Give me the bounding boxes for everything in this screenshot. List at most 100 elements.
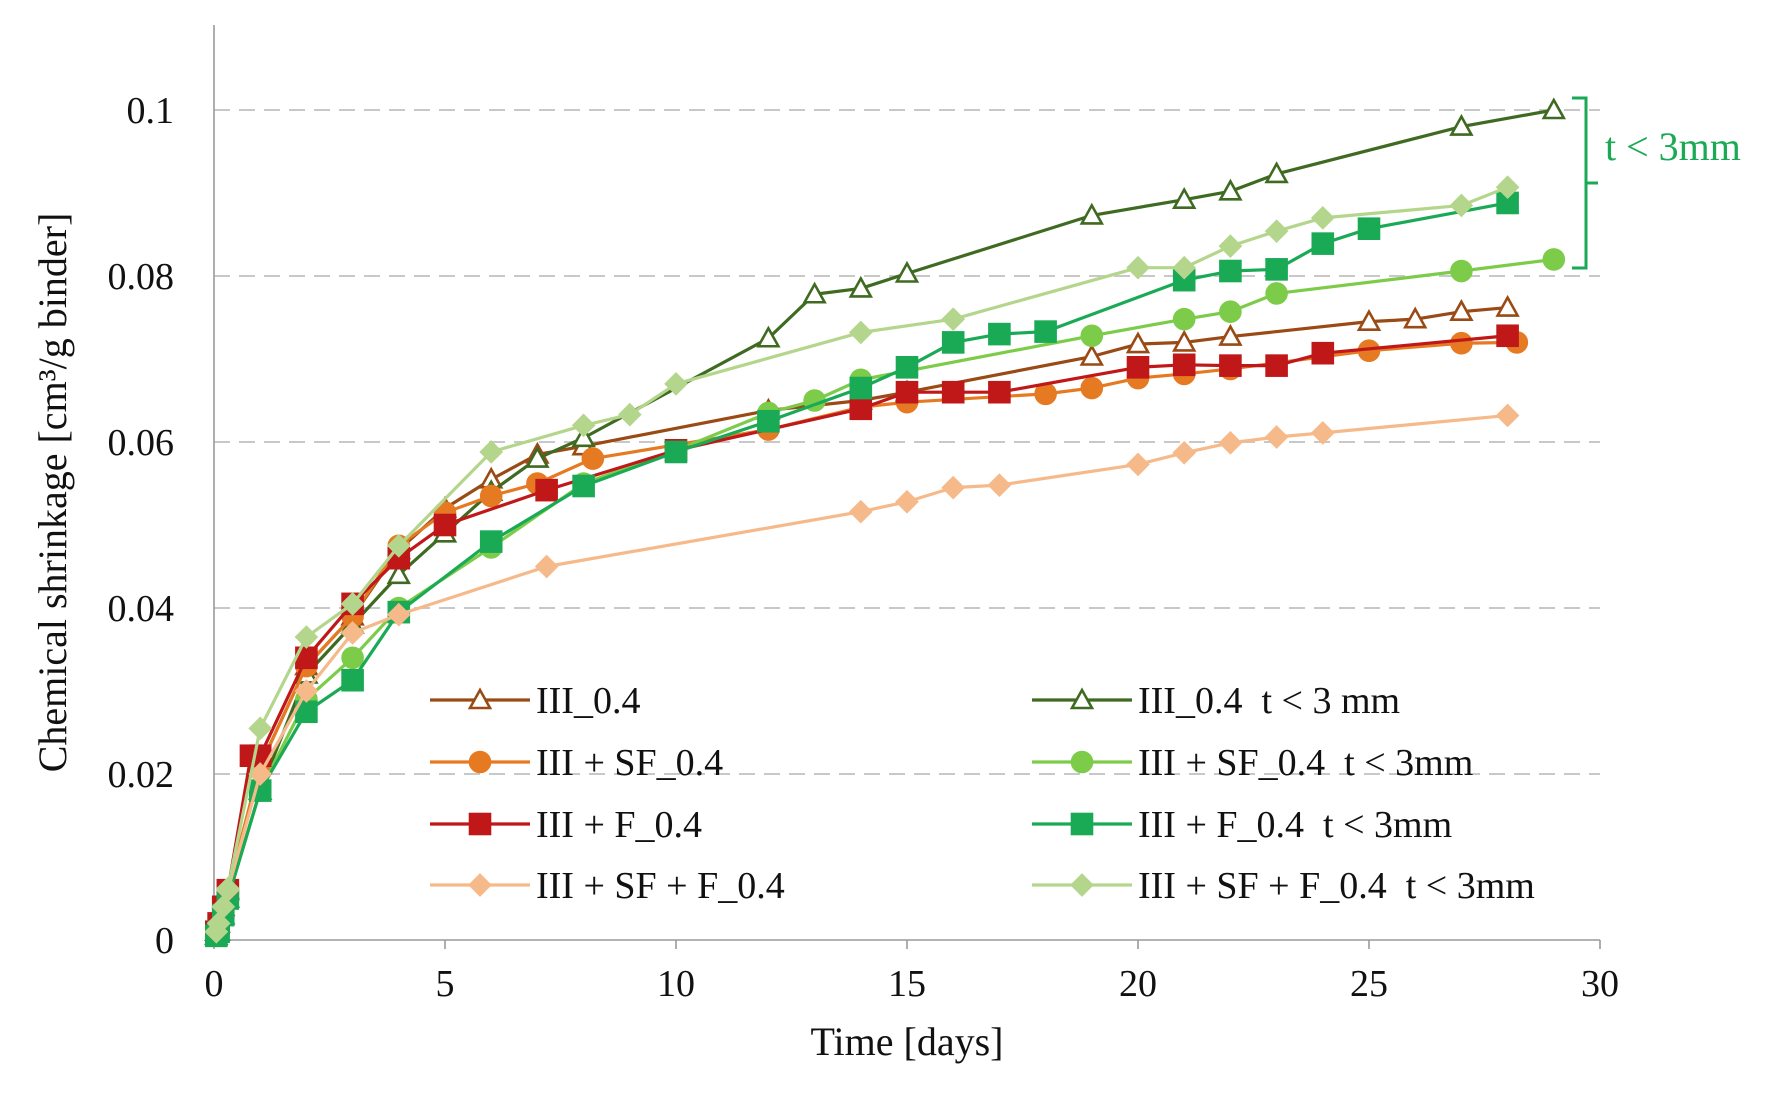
legend-label: III_0.4 t < 3 mm xyxy=(1138,680,1400,722)
data-point xyxy=(987,473,1012,497)
series-8 xyxy=(204,175,1520,944)
data-point xyxy=(211,894,236,919)
data-point xyxy=(341,646,364,670)
data-point xyxy=(340,621,365,645)
x-tick-label: 20 xyxy=(1119,963,1157,1005)
data-point xyxy=(1218,323,1243,346)
data-point xyxy=(1449,193,1474,218)
legend-marker xyxy=(1070,750,1094,774)
y-tick-label: 0.02 xyxy=(108,754,175,796)
data-point xyxy=(433,513,457,537)
data-point xyxy=(1125,331,1151,354)
y-axis-label: Chemical shrinkage [cm³/g binder] xyxy=(30,213,75,773)
legend-label: III + SF_0.4 xyxy=(536,742,723,784)
data-point xyxy=(1449,113,1474,136)
data-point xyxy=(1311,232,1335,255)
data-point xyxy=(535,478,558,502)
data-point xyxy=(895,380,919,404)
legend-label: III + SF_0.4 t < 3mm xyxy=(1138,742,1473,784)
x-tick-label: 15 xyxy=(888,963,926,1005)
legend-marker xyxy=(1070,873,1094,897)
data-point xyxy=(757,409,780,433)
data-point xyxy=(1079,202,1105,225)
data-point xyxy=(941,307,966,331)
data-point xyxy=(294,625,319,649)
data-point xyxy=(988,380,1011,404)
data-point xyxy=(849,397,873,421)
data-point xyxy=(1450,259,1473,283)
data-point xyxy=(1450,331,1473,355)
data-point xyxy=(1219,300,1242,323)
data-point xyxy=(1311,341,1335,365)
legend-label: III + F_0.4 xyxy=(536,804,702,846)
data-point xyxy=(1172,353,1196,377)
legend-label: III + SF + F_0.4 t < 3mm xyxy=(1138,865,1535,907)
data-point xyxy=(340,592,365,616)
data-point xyxy=(1265,258,1288,281)
data-point xyxy=(1172,307,1196,331)
series-lines xyxy=(204,97,1567,948)
data-point xyxy=(664,440,688,464)
data-point xyxy=(479,484,503,508)
legend-item: III_0.4 xyxy=(430,680,640,722)
legend-marker xyxy=(468,750,492,774)
x-tick-label: 25 xyxy=(1350,963,1388,1005)
data-point xyxy=(1264,161,1289,184)
y-tick-label: 0 xyxy=(155,920,174,962)
data-point xyxy=(1542,248,1566,271)
gridlines xyxy=(214,109,1600,775)
y-tick-label: 0.08 xyxy=(108,256,175,298)
data-point xyxy=(1357,217,1381,240)
data-point xyxy=(894,260,920,283)
data-point xyxy=(1172,440,1197,465)
data-point xyxy=(386,562,412,585)
data-point xyxy=(534,554,559,579)
data-point xyxy=(895,355,919,379)
legend-item: III + SF + F_0.4 xyxy=(430,865,785,907)
axes xyxy=(213,25,1600,941)
data-point xyxy=(1080,324,1104,348)
legend-item: III + SF_0.4 xyxy=(430,742,723,784)
data-point xyxy=(479,440,504,464)
legend-item: III + SF_0.4 t < 3mm xyxy=(1032,742,1473,784)
data-point xyxy=(206,911,231,936)
legend-label: III + SF + F_0.4 xyxy=(536,865,785,907)
x-tick-label: 0 xyxy=(205,963,224,1005)
bracket-path xyxy=(1572,96,1598,270)
data-point xyxy=(1080,376,1104,400)
data-point xyxy=(941,331,965,354)
data-point xyxy=(988,322,1011,346)
data-point xyxy=(1171,329,1197,352)
data-point xyxy=(525,445,550,468)
series-6 xyxy=(205,191,1519,948)
data-point xyxy=(1496,324,1519,348)
data-point xyxy=(1171,186,1197,209)
data-point xyxy=(386,602,411,627)
data-point xyxy=(581,447,605,470)
data-point xyxy=(848,320,873,345)
data-point xyxy=(848,499,873,524)
data-point xyxy=(941,475,966,500)
x-tick-label: 5 xyxy=(436,963,455,1005)
data-point xyxy=(1495,403,1520,428)
data-point xyxy=(1034,382,1057,406)
data-point xyxy=(895,489,919,514)
data-point xyxy=(1126,255,1150,280)
tick-labels: 0 0.02 0.04 0.06 0.08 0.1 0 5 10 15 20 25 30 xyxy=(108,90,1620,1005)
data-point xyxy=(1310,206,1335,230)
x-tick-label: 30 xyxy=(1581,963,1619,1005)
data-point xyxy=(1219,354,1242,377)
data-point xyxy=(294,679,319,703)
data-point xyxy=(1218,430,1243,455)
legend-marker xyxy=(1070,812,1094,836)
legend-marker xyxy=(468,873,492,897)
data-point xyxy=(617,402,642,427)
data-point xyxy=(756,325,781,348)
legend-marker xyxy=(1069,687,1095,710)
data-point xyxy=(848,275,874,298)
data-point xyxy=(1218,178,1243,201)
legend-item: III + SF + F_0.4 t < 3mm xyxy=(1032,865,1535,907)
data-point xyxy=(1034,320,1057,343)
x-tick-label: 10 xyxy=(657,963,695,1005)
data-point xyxy=(1126,355,1150,379)
